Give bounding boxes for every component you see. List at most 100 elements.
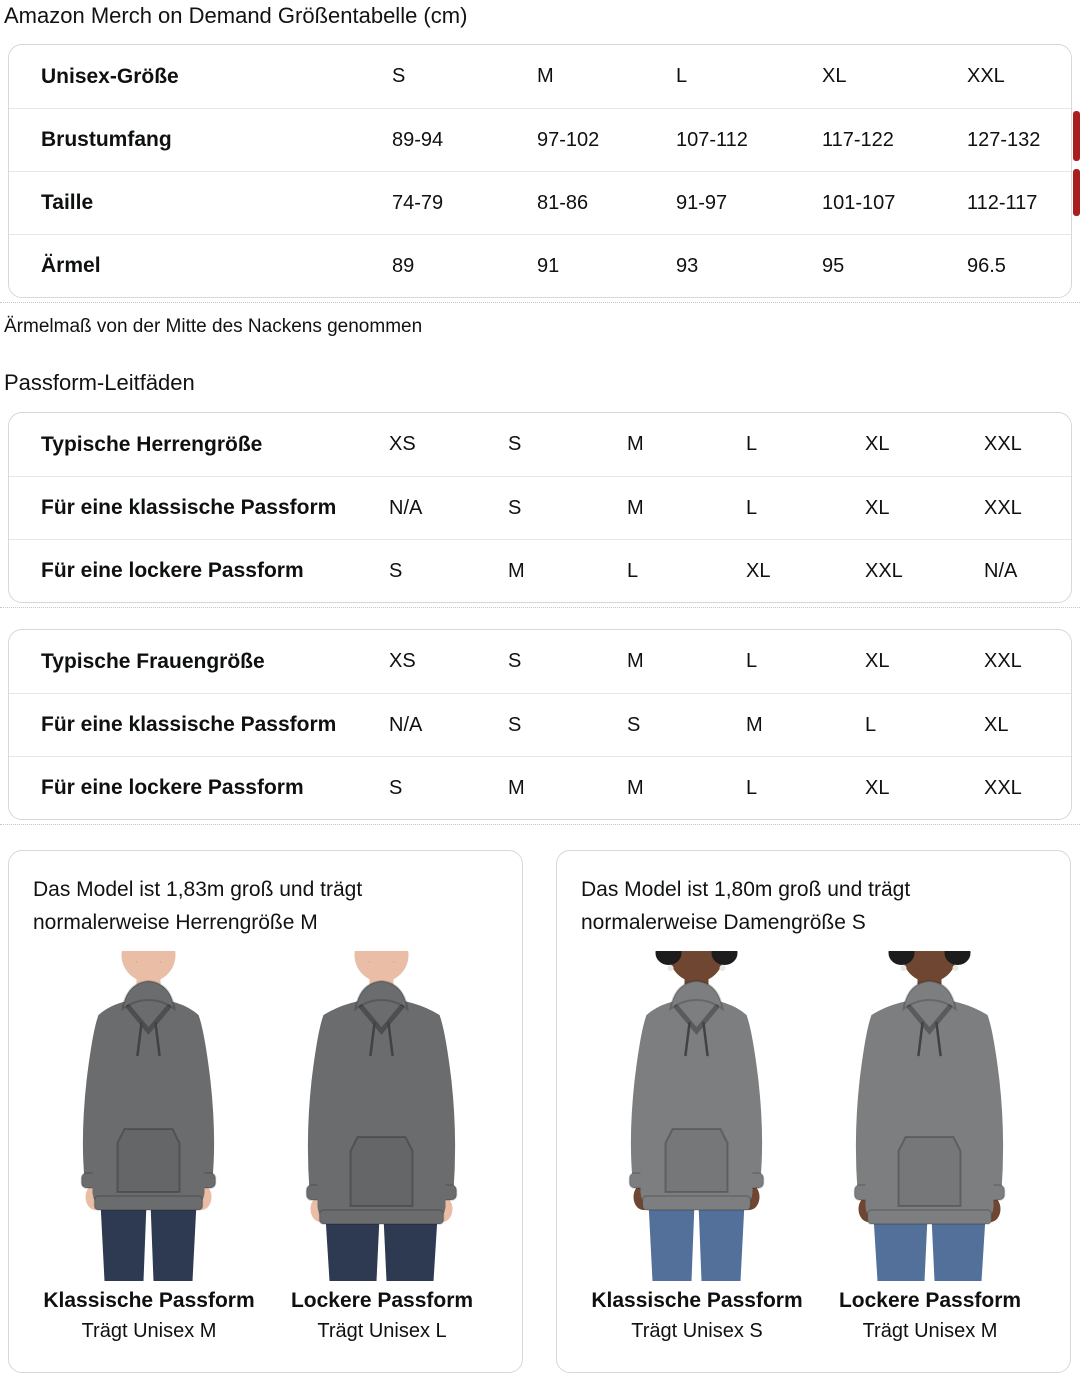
unisex-size-table: Unisex-Größe S M L XL XXL Brustumfang 89-94 97-1… — [8, 44, 1072, 298]
table-cell: M — [508, 776, 525, 799]
table-cell: N/A — [389, 496, 423, 519]
table-cell: S — [627, 713, 641, 736]
row-label: Unisex-Größe — [41, 64, 179, 88]
table-cell: XXL — [984, 496, 1022, 519]
row-label: Für eine klassische Passform — [41, 713, 337, 736]
model-figure: Lockere Passform Trägt Unisex L — [268, 951, 496, 1343]
table-cell: L — [746, 496, 758, 519]
scrollbar-thumb[interactable] — [1073, 169, 1080, 216]
scrollbar-thumb[interactable] — [1073, 111, 1080, 161]
model-figure: Klassische Passform Trägt Unisex M — [35, 951, 263, 1343]
table-cell: XS — [389, 650, 416, 672]
table-cell: S — [508, 496, 522, 519]
table-cell: 96.5 — [967, 254, 1006, 277]
table-cell: M — [746, 713, 763, 736]
table-cell: 91-97 — [676, 191, 728, 214]
row-label: Typische Herrengröße — [41, 432, 263, 456]
table-cell: 127-132 — [967, 128, 1041, 151]
table-cell: S — [508, 713, 522, 736]
table-cell: XL — [822, 65, 847, 87]
worn-size-label: Trägt Unisex M — [862, 1320, 998, 1342]
table-cell: XL — [984, 713, 1009, 736]
row-label: Brustumfang — [41, 128, 172, 151]
table-cell: N/A — [389, 713, 423, 736]
table-cell: 97-102 — [537, 128, 600, 151]
worn-size-label: Trägt Unisex S — [631, 1320, 763, 1342]
table-cell: 101-107 — [822, 191, 896, 214]
page-title: Amazon Merch on Demand Größentabelle (cm… — [4, 3, 468, 28]
worn-size-label: Trägt Unisex M — [81, 1320, 217, 1342]
table-cell: 112-117 — [967, 191, 1038, 214]
table-cell: S — [389, 559, 403, 582]
model-description: Das Model ist 1,80m groß und trägt norma… — [581, 878, 911, 934]
table-row: Für eine klassische Passform N/A S S M L XL — [9, 693, 1071, 756]
model-figure: Klassische Passform Trägt Unisex S — [583, 951, 811, 1343]
table-cell: S — [508, 433, 522, 455]
table-cell: L — [746, 650, 758, 672]
divider — [0, 824, 1080, 825]
row-label: Für eine klassische Passform — [41, 496, 337, 519]
table-row: Für eine lockere Passform S M L XL XXL N/A — [9, 539, 1071, 602]
mens-fit-table: Typische Herrengröße XS S M L XL XXL Für eine k… — [8, 412, 1072, 603]
model-figures-row: Klassische Passform Trägt Unisex S Lockere… — [581, 951, 1046, 1343]
table-cell: S — [508, 650, 522, 672]
table-cell: 89-94 — [392, 128, 444, 151]
table-cell: XXL — [984, 433, 1022, 455]
table-cell: M — [627, 496, 644, 519]
table-row: Taille 74-79 81-86 91-97 101-107 112-117 — [9, 171, 1071, 234]
table-cell: XL — [865, 776, 890, 799]
table-cell: L — [676, 65, 688, 87]
table-cell: 93 — [676, 254, 699, 277]
row-label: Typische Frauengröße — [41, 649, 265, 673]
table-cell: 107-112 — [676, 128, 748, 151]
table-cell: 89 — [392, 254, 415, 277]
table-row: Typische Herrengröße XS S M L XL XXL — [9, 413, 1071, 476]
row-label: Ärmel — [41, 254, 101, 277]
table-cell: XXL — [967, 65, 1005, 87]
table-cell: XL — [746, 559, 771, 582]
table-cell: XXL — [984, 650, 1022, 672]
row-label: Für eine lockere Passform — [41, 776, 304, 799]
table-cell: N/A — [984, 559, 1018, 582]
table-cell: 95 — [822, 254, 845, 277]
model-photo — [35, 951, 263, 1281]
divider — [0, 302, 1080, 303]
fit-guides-heading: Passform-Leitfäden — [4, 370, 195, 395]
table-cell: L — [865, 713, 877, 736]
row-label: Taille — [41, 191, 94, 214]
model-photo — [268, 951, 496, 1281]
table-cell: 74-79 — [392, 191, 444, 214]
table-cell: XXL — [984, 776, 1022, 799]
table-cell: M — [508, 559, 525, 582]
table-row: Für eine lockere Passform S M M L XL XXL — [9, 756, 1071, 819]
table-cell: XL — [865, 496, 890, 519]
table-cell: M — [627, 650, 644, 672]
table-cell: M — [627, 776, 644, 799]
table-row: Unisex-Größe S M L XL XXL — [9, 45, 1071, 108]
sleeve-measure-note: Ärmelmaß von der Mitte des Nackens genom… — [4, 316, 423, 337]
table-cell: XXL — [865, 559, 903, 582]
model-cards-row: Das Model ist 1,83m groß und trägt norma… — [8, 850, 1071, 1373]
table-cell: L — [627, 559, 639, 582]
model-photo — [583, 951, 811, 1281]
fit-label: Klassische Passform — [591, 1289, 803, 1312]
table-cell: 117-122 — [822, 128, 894, 151]
table-row: Für eine klassische Passform N/A S M L XL XXL — [9, 476, 1071, 539]
model-photo — [816, 951, 1044, 1281]
table-row: Typische Frauengröße XS S M L XL XXL — [9, 630, 1071, 693]
table-cell: S — [392, 65, 406, 87]
model-figure: Lockere Passform Trägt Unisex M — [816, 951, 1044, 1343]
fit-label: Klassische Passform — [43, 1289, 255, 1312]
worn-size-label: Trägt Unisex L — [317, 1320, 447, 1342]
table-cell: M — [537, 65, 554, 87]
womens-fit-table: Typische Frauengröße XS S M L XL XXL Für eine k… — [8, 629, 1072, 820]
table-cell: 91 — [537, 254, 560, 277]
table-cell: XL — [865, 650, 890, 672]
fit-label: Lockere Passform — [290, 1289, 474, 1312]
table-row: Brustumfang 89-94 97-102 107-112 117-122 127-… — [9, 108, 1071, 171]
table-cell: XL — [865, 433, 890, 455]
model-description: Das Model ist 1,83m groß und trägt norma… — [33, 878, 363, 934]
womens-model-card: Das Model ist 1,80m groß und trägt norma… — [556, 850, 1071, 1373]
model-figures-row: Klassische Passform Trägt Unisex M Lockere… — [33, 951, 498, 1343]
